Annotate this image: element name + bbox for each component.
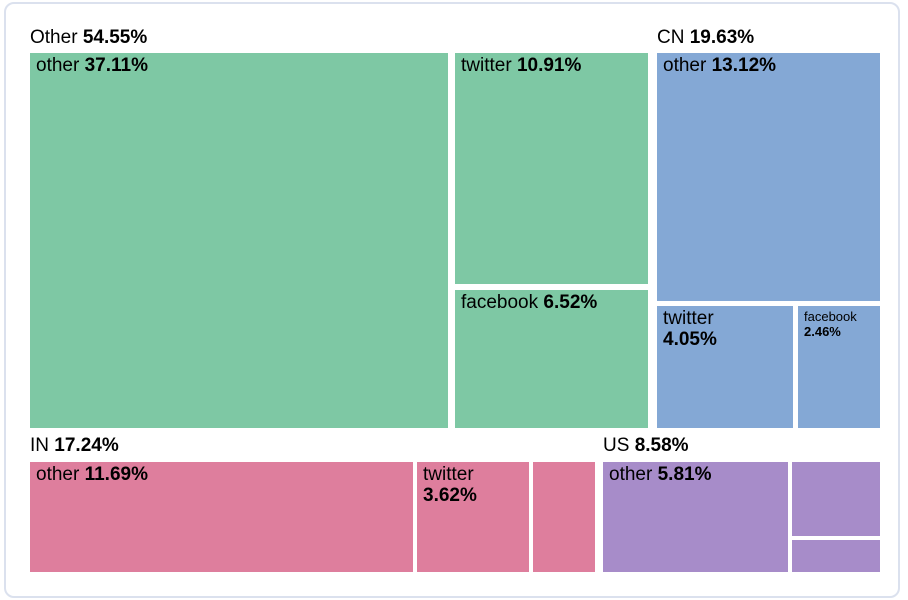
cell-label: facebook	[461, 292, 544, 313]
treemap-cell-cn-facebook[interactable]: facebook 2.46%	[798, 306, 880, 428]
treemap-cell-in-other[interactable]: other 11.69%	[30, 462, 413, 572]
treemap-cell-in-twitter[interactable]: twitter 3.62%	[417, 462, 529, 572]
group-label: IN	[30, 435, 55, 456]
cell-label: facebook	[804, 309, 857, 324]
treemap-cell-us-unlabeled[interactable]	[792, 462, 880, 536]
group-value: 17.24%	[54, 435, 119, 456]
cell-value: 5.81%	[657, 464, 712, 485]
group-value: 8.58%	[634, 435, 689, 456]
cell-label: other	[609, 464, 658, 485]
cell-label: twitter	[423, 464, 474, 485]
cell-label: other	[36, 55, 85, 76]
group-label: Other	[30, 27, 83, 48]
group-value: 19.63%	[689, 27, 755, 48]
treemap-cell-other-twitter[interactable]: twitter 10.91%	[455, 53, 648, 284]
treemap-cell-cn-other[interactable]: other 13.12%	[657, 53, 880, 301]
cell-label: other	[36, 464, 85, 485]
cell-value: 11.69%	[84, 464, 148, 485]
treemap-cell-us-unlabeled[interactable]	[792, 540, 880, 572]
group-header-other: Other 54.55%	[30, 27, 147, 49]
treemap-cell-other-other[interactable]: other 37.11%	[30, 53, 448, 428]
treemap-cell-in-unlabeled[interactable]	[533, 462, 595, 572]
group-header-in: IN 17.24%	[30, 435, 119, 457]
cell-value: 10.91%	[516, 55, 582, 76]
treemap-cell-us-other[interactable]: other 5.81%	[603, 462, 788, 572]
group-value: 54.55%	[82, 27, 148, 48]
cell-value: 13.12%	[711, 55, 777, 76]
cell-value: 37.11%	[84, 55, 148, 76]
group-label: CN	[657, 27, 690, 48]
treemap-cell-cn-twitter[interactable]: twitter 4.05%	[657, 306, 793, 428]
treemap-cell-other-facebook[interactable]: facebook 6.52%	[455, 290, 648, 428]
cell-label: twitter	[461, 55, 517, 76]
cell-value: 6.52%	[543, 292, 598, 313]
cell-value: 2.46%	[804, 324, 841, 339]
group-label: US	[603, 435, 635, 456]
cell-value: 3.62%	[423, 485, 477, 506]
group-header-us: US 8.58%	[603, 435, 689, 457]
cell-label: twitter	[663, 308, 714, 329]
cell-label: other	[663, 55, 712, 76]
cell-value: 4.05%	[663, 329, 717, 350]
group-header-cn: CN 19.63%	[657, 27, 754, 49]
